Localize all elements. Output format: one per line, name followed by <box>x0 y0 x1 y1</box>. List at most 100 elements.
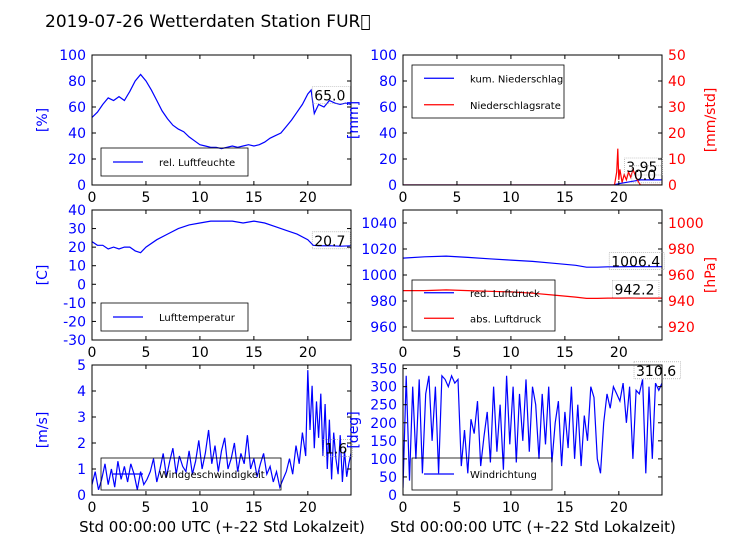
y-axis-label: [%] <box>35 108 51 132</box>
x-tick-label: 10 <box>502 190 520 206</box>
y2-axis-label: [mm/std] <box>703 88 719 153</box>
y-tick-label: 60 <box>379 100 397 116</box>
chart-panel-humidity: 0 5 10 15 20 0 20 40 60 80 100 [%] rel. Luftfeuchte 6… <box>35 48 352 206</box>
series-line-pressure-1 <box>403 289 662 299</box>
chart-panel-winddirection: 0 5 10 15 20050100150200250300350[deg]Windri… <box>346 361 681 516</box>
value-annotation: 20.7 <box>314 234 345 250</box>
x-tick-label: 15 <box>245 500 263 516</box>
annotation-box <box>311 86 351 104</box>
y-tick-label: 30 <box>68 222 86 238</box>
y-tick-label: 40 <box>379 126 397 142</box>
y-tick-label: 80 <box>68 74 86 90</box>
x-tick-label: 20 <box>299 345 317 361</box>
y-tick-label: 40 <box>68 203 86 219</box>
value-annotation: 65.0 <box>314 89 345 105</box>
x-tick-label: 15 <box>245 345 263 361</box>
legend: kum. Niederschlag Niederschlagsrate <box>411 64 565 119</box>
series-line-precipitation-1 <box>403 148 662 185</box>
series-line-precipitation-0 <box>403 179 662 185</box>
x-tick-label: 5 <box>452 345 461 361</box>
y-axis-label: [m/s] <box>35 412 51 449</box>
legend-label: abs. Luftdruck <box>470 314 541 325</box>
y-axis-label: [C] <box>35 265 51 286</box>
y-tick-label: 0 <box>77 277 86 293</box>
value-annotation: 0.0 <box>634 168 656 184</box>
y-tick-label: 50 <box>379 470 397 486</box>
legend-label: Windgeschwindigkeit <box>159 470 265 481</box>
legend-label: red. Luftdruck <box>470 289 540 300</box>
legend: rel. Luftfeuchte <box>100 147 249 177</box>
y-tick-label: 0 <box>77 178 86 194</box>
y-tick-label: 5 <box>77 358 86 374</box>
legend: Windgeschwindigkeit <box>100 457 282 491</box>
legend-label: Niederschlagsrate <box>470 101 561 112</box>
x-tick-label: 5 <box>141 500 150 516</box>
y-tick-label: 150 <box>370 434 397 450</box>
value-annotation: 3.95 <box>626 160 657 176</box>
y-tick-label: 250 <box>370 398 397 414</box>
y-tick-label: 80 <box>379 74 397 90</box>
legend-label: Windrichtung <box>470 470 537 481</box>
y-tick-label: 2 <box>77 436 86 452</box>
series-group <box>92 370 351 490</box>
annotation-box <box>624 157 663 176</box>
annotation-box <box>633 361 681 380</box>
x-tick-label: 10 <box>502 500 520 516</box>
series-group <box>92 220 351 254</box>
value-annotation: 1.6 <box>325 441 347 457</box>
y2-tick-label: 20 <box>668 126 686 142</box>
y-axis-label: [deg] <box>346 411 362 448</box>
chart-panel-temperature: 0 5 10 15 20 -30 -20 -10 0 10 20 30 40 [C] Lufttempera… <box>35 203 352 361</box>
x-tick-label: 10 <box>502 345 520 361</box>
y-tick-label: 980 <box>370 294 397 310</box>
legend: red. Luftdruck abs. Luftdruck <box>411 279 556 332</box>
x-tick-label: 15 <box>556 345 574 361</box>
y-tick-label: 300 <box>370 380 397 396</box>
y2-tick-label: 940 <box>668 294 695 310</box>
y-tick-label: -20 <box>63 314 86 330</box>
legend-frame <box>100 302 249 332</box>
x-tick-label: 15 <box>245 190 263 206</box>
legend-frame <box>100 147 249 177</box>
x-tick-label: 0 <box>399 345 408 361</box>
x-tick-label: 20 <box>610 500 628 516</box>
x-tick-label: 0 <box>399 500 408 516</box>
y-tick-label: 1 <box>77 462 86 478</box>
x-tick-label: 5 <box>452 190 461 206</box>
annotation-box <box>612 280 660 298</box>
x-tick-label: 0 <box>88 500 97 516</box>
series-line-humidity-0 <box>92 73 351 150</box>
x-tick-label: 0 <box>399 190 408 206</box>
y-tick-label: -30 <box>63 333 86 349</box>
annotation-box <box>631 165 662 184</box>
y-tick-label: 960 <box>370 320 397 336</box>
x-tick-label: 10 <box>191 190 209 206</box>
y-tick-label: 0 <box>388 178 397 194</box>
x-tick-label: 0 <box>88 190 97 206</box>
x-tick-label: 5 <box>452 500 461 516</box>
value-annotation: 942.2 <box>614 283 654 299</box>
y2-tick-label: 0 <box>668 178 677 194</box>
y2-axis-label: [hPa] <box>703 257 719 293</box>
plot-frame <box>91 54 352 186</box>
y-tick-label: 100 <box>370 452 397 468</box>
y-tick-label: 100 <box>59 48 86 64</box>
x-tick-label: 20 <box>610 345 628 361</box>
annotation-box <box>322 439 353 457</box>
series-group <box>92 73 351 150</box>
x-tick-label: 0 <box>88 345 97 361</box>
chart-panel-windspeed: 0 5 10 15 20 0 1 2 3 4 5 [m/s] Windgeschwindigkeit 1.… <box>35 358 353 516</box>
y-tick-label: 3 <box>77 410 86 426</box>
y-tick-label: 1040 <box>361 216 397 232</box>
y2-tick-label: 920 <box>668 320 695 336</box>
y-tick-label: 40 <box>68 126 86 142</box>
series-group <box>403 374 662 488</box>
y-tick-label: 20 <box>379 152 397 168</box>
y-tick-label: 350 <box>370 362 397 378</box>
legend: Windrichtung <box>411 457 553 491</box>
x-axis-label-right: Std 00:00:00 UTC (+-22 Std Lokalzeit) <box>390 518 676 536</box>
x-tick-label: 15 <box>556 190 574 206</box>
series-line-windspeed-0 <box>92 370 351 490</box>
legend: Lufttemperatur <box>100 302 249 332</box>
